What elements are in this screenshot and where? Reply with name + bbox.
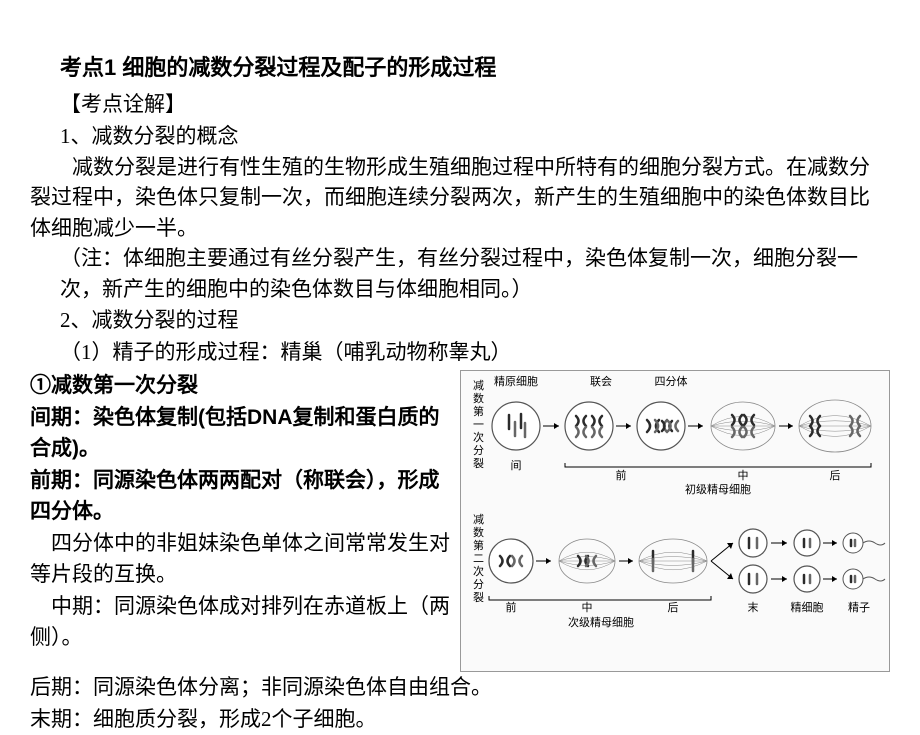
svg-text:初级精母细胞: 初级精母细胞 [685,482,751,496]
svg-text:中: 中 [582,601,593,614]
phase1-title: ①减数第一次分裂 [30,370,452,402]
svg-text:中: 中 [738,469,749,482]
svg-text:前: 前 [616,468,627,482]
left-column: ①减数第一次分裂 间期：染色体复制(包括DNA复制和蛋白质的合成)。 前期：同源… [30,370,460,672]
section1-header: 1、减数分裂的概念 [60,120,890,150]
telophase-text: 末期：细胞质分裂，形成2个子细胞。 [30,704,890,735]
tetrad-note: 四分体中的非姐妹染色单体之间常常发生对等片段的互换。 [30,528,452,591]
meiosis-diagram: 减数第一次分裂精原细胞联会四分体间前中后初级精母细胞减数第二次分裂前中后末次级精… [460,370,890,672]
svg-text:间: 间 [511,459,522,472]
svg-text:末: 末 [748,600,759,614]
svg-text:四分体: 四分体 [655,374,688,388]
section2-sub1: （1）精子的形成过程：精巢（哺乳动物称睾丸） [60,336,890,366]
right-column: 减数第一次分裂精原细胞联会四分体间前中后初级精母细胞减数第二次分裂前中后末次级精… [460,370,890,672]
svg-text:后: 后 [668,601,679,614]
metaphase-text: 中期：同源染色体成对排列在赤道板上（两侧）。 [30,591,452,654]
page-title: 考点1 细胞的减数分裂过程及配子的形成过程 [60,50,890,82]
subtitle: 【考点诠解】 [60,88,890,118]
svg-text:前: 前 [506,600,517,614]
interphase-text: 间期：染色体复制(包括DNA复制和蛋白质的合成)。 [30,402,452,465]
note-text: （注：体细胞主要通过有丝分裂产生，有丝分裂过程中，染色体复制一次，细胞分裂一次，… [60,243,890,304]
svg-text:精细胞: 精细胞 [791,601,824,614]
svg-text:次级精母细胞: 次级精母细胞 [568,615,634,629]
svg-text:精原细胞: 精原细胞 [494,375,538,388]
svg-text:减数第一次分裂: 减数第一次分裂 [473,379,484,470]
svg-text:减数第二次分裂: 减数第二次分裂 [473,513,484,604]
section2-header: 2、减数分裂的过程 [60,304,890,334]
svg-text:后: 后 [830,469,841,482]
svg-text:联会: 联会 [590,375,612,388]
section1-body: 减数分裂是进行有性生殖的生物形成生殖细胞过程中所特有的细胞分裂方式。在减数分裂过… [30,152,890,243]
anaphase-text: 后期：同源染色体分离；非同源染色体自由组合。 [30,672,890,704]
svg-text:精子: 精子 [848,601,870,614]
prophase-text: 前期：同源染色体两两配对（称联会），形成四分体。 [30,465,452,528]
